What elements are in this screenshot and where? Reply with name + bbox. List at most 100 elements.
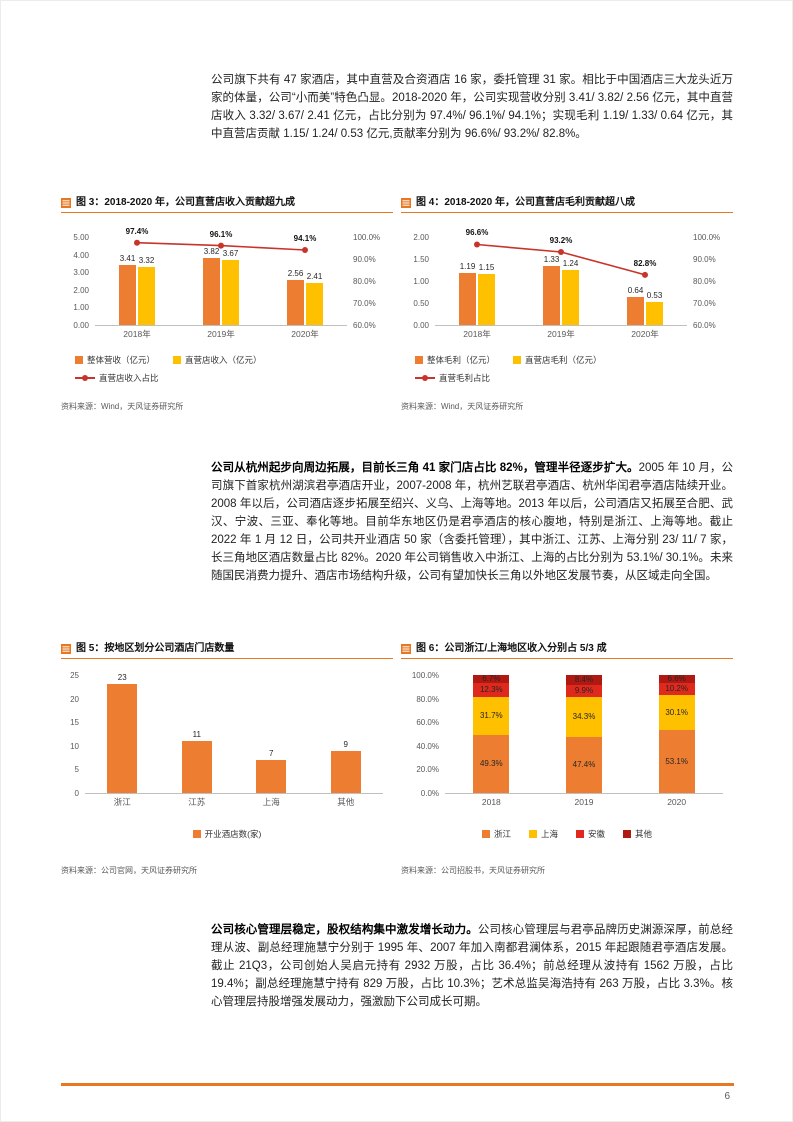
legend-item: 直营店收入（亿元） [173, 355, 262, 365]
bar [306, 282, 323, 325]
figure-3: 图 3：2018-2020 年，公司直营店收入贡献超九成 0.00 1.00 2.0… [61, 197, 393, 412]
bar [562, 270, 579, 325]
x-axis-category: 其他 [337, 797, 355, 807]
y-axis-tick: 0.00 [413, 321, 429, 330]
legend-label: 其他 [635, 829, 653, 839]
y-axis-tick: 20.0% [416, 765, 439, 775]
data-label: 53.1% [665, 756, 688, 766]
paragraph-text: 公司旗下共有 47 家酒店，其中直营及合资酒店 16 家，委托管理 31 家。相… [211, 74, 733, 140]
secondary-axis-tick: 90.0% [353, 255, 376, 264]
paragraph-regional-expansion: 公司从杭州起步向周边拓展，目前长三角 41 家门店占比 82%，管理半径逐步扩大… [211, 459, 733, 585]
figure-3-chart: 0.00 1.00 2.00 3.00 4.00 5.00 60.0% 70.0% 80.0% 9… [61, 215, 393, 341]
data-label: 9 [343, 739, 348, 749]
line-data-label: 96.6% [465, 228, 489, 238]
legend-label: 整体营收（亿元） [87, 355, 156, 365]
x-axis-category: 2018年 [463, 329, 491, 339]
figure-3-legend: 整体营收（亿元） 直营店收入（亿元） 直营店收入占比 [61, 355, 393, 383]
paragraph-lead-bold: 公司从杭州起步向周边拓展，目前长三角 41 家门店占比 82%，管理半径逐步扩大… [211, 462, 639, 474]
figure-6-title: 图 6：公司浙江/上海地区收入分别占 5/3 成 [401, 643, 733, 659]
x-axis-line [95, 325, 347, 326]
legend-item: 其他 [623, 829, 652, 839]
bar [543, 266, 560, 325]
stacked-bar-segment [473, 682, 510, 698]
data-label: 34.3% [572, 711, 596, 721]
data-label: 9.9% [574, 685, 594, 695]
figure-4-title-text: 图 4：2018-2020 年，公司直营店毛利贡献超八成 [416, 197, 635, 208]
bar [287, 279, 304, 325]
figure-4-chart: 0.00 0.50 1.00 1.50 2.00 60.0% 70.0% 80.0% 90.0%… [401, 215, 733, 341]
y-axis-tick: 80.0% [416, 694, 439, 704]
legend-label: 直营店收入（亿元） [185, 355, 262, 365]
data-label: 47.4% [572, 760, 596, 770]
line-point [134, 239, 140, 246]
y-axis-tick: 2.00 [73, 285, 89, 295]
y-axis-tick: 1.00 [73, 303, 89, 313]
figure-6: 图 6：公司浙江/上海地区收入分别占 5/3 成 0.0% 20.0% 40.0% 6… [401, 643, 733, 876]
paragraph-text: 2005 年 10 月，公司旗下首家杭州湖滨君亭酒店开业，2007-2008 年… [211, 462, 733, 582]
data-label: 2.41 [306, 271, 323, 281]
data-label: 0.53 [646, 290, 663, 300]
stacked-bar-segment [566, 684, 602, 697]
legend-row: 整体营收（亿元） 直营店收入（亿元） [61, 355, 393, 365]
bar [256, 759, 287, 793]
line-point [474, 241, 480, 248]
secondary-axis-tick: 80.0% [693, 277, 716, 286]
figure-4-source: 资料来源：Wind，天风证券研究所 [401, 402, 524, 411]
data-label: 31.7% [479, 711, 503, 721]
legend-label: 整体毛利（亿元） [427, 355, 496, 365]
legend-item: 安徽 [576, 829, 605, 839]
figure-5-source: 资料来源：公司官网，天风证券研究所 [61, 866, 197, 875]
figure-5-chart: 0 5 10 15 20 25 浙江 江苏 上海 其他 23 11 7 9 [61, 661, 393, 809]
data-label: 1.15 [478, 263, 495, 273]
bar [478, 274, 495, 325]
figure-4: 图 4：2018-2020 年，公司直营店毛利贡献超八成 0.00 0.50 1.0… [401, 197, 733, 412]
figure-6-legend: 浙江 上海 安徽 其他 [401, 829, 733, 839]
series-color-swatch [623, 830, 632, 838]
x-axis-category: 2020 [667, 797, 687, 807]
legend-item: 浙江 [481, 829, 511, 839]
line-series [474, 241, 648, 278]
x-axis-category: 江苏 [188, 797, 206, 807]
y-axis-tick: 1.00 [413, 277, 429, 286]
paragraph-management: 公司核心管理层稳定，股权结构集中激发增长动力。公司核心管理层与君亭品牌历史渊源深… [211, 921, 733, 1011]
secondary-axis-tick: 100.0% [353, 233, 381, 242]
x-axis-category: 浙江 [113, 797, 131, 807]
secondary-axis-tick: 100.0% [693, 233, 721, 242]
stacked-bar-segment [658, 730, 695, 793]
legend-label: 上海 [540, 829, 558, 839]
y-axis-tick: 15 [70, 718, 79, 728]
figure-5-legend: 开业酒店数(家) [61, 829, 393, 839]
stacked-bar-segment [658, 675, 695, 683]
footer-divider [61, 1083, 734, 1086]
figure-5: 图 5：按地区划分公司酒店门店数量 0 5 10 15 20 25 浙江 江苏 上海 其他 23 11… [61, 643, 393, 876]
figure-6-title-text: 图 6：公司浙江/上海地区收入分别占 5/3 成 [416, 643, 607, 654]
y-axis-tick: 5 [74, 765, 79, 775]
legend-row: 直营毛利占比 [401, 373, 733, 383]
stacked-bar-segment [473, 734, 510, 793]
line-series [134, 239, 308, 253]
series-color-swatch [481, 830, 490, 838]
data-label: 30.1% [665, 707, 688, 717]
data-label: 23 [117, 673, 127, 683]
data-label: 2.56 [287, 268, 304, 278]
y-axis-tick: 0.0% [420, 789, 439, 798]
x-axis-category: 2018 [481, 797, 501, 807]
paragraph-text: 公司核心管理层与君亭品牌历史渊源深厚，前总经理从波、副总经理施慧宁分别于 199… [211, 924, 734, 1008]
series-color-swatch [415, 356, 423, 364]
chart-icon [401, 644, 411, 654]
legend-row: 整体毛利（亿元） 直营店毛利（亿元） [401, 355, 733, 365]
stacked-bar-segment [658, 694, 695, 731]
legend-item: 上海 [528, 829, 558, 839]
legend-label: 开业酒店数(家) [204, 829, 262, 839]
legend-row: 直营店收入占比 [61, 373, 393, 383]
stacked-bar-segment [566, 675, 602, 685]
series-color-swatch [528, 830, 537, 838]
data-label: 1.33 [543, 255, 560, 265]
figure-6-source: 资料来源：公司招股书，天风证券研究所 [401, 866, 545, 875]
figure-6-chart: 0.0% 20.0% 40.0% 60.0% 80.0% 100.0% 2018 2019 20… [401, 661, 733, 809]
y-axis-tick: 2.00 [413, 233, 429, 242]
x-axis-line [445, 793, 723, 794]
stacked-bar-segment [473, 697, 510, 735]
stacked-bar-segment [566, 737, 602, 793]
data-label: 3.41 [119, 253, 136, 263]
